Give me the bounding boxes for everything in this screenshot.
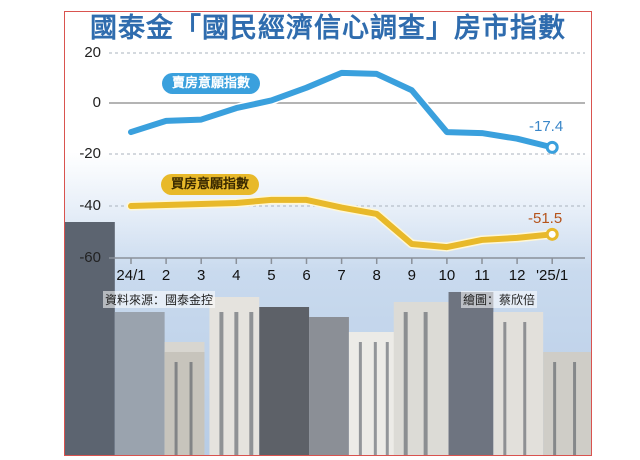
y-tick-label: -20 (79, 145, 101, 162)
x-tick-label: 2 (161, 267, 171, 284)
y-tick-label: 20 (84, 44, 101, 61)
line-chart (109, 52, 585, 264)
x-tick-label: 11 (474, 267, 490, 284)
y-tick-label: -40 (79, 197, 101, 214)
x-tick-label: 9 (407, 267, 416, 284)
infographic-frame: 國泰金「國民經濟信心調查」房市指數 20 0 -20 -40 -60 24/1 2… (64, 11, 592, 456)
x-tick-label: 10 (438, 267, 456, 284)
x-tick-label: 4 (232, 267, 241, 284)
buy-end-value: -51.5 (528, 210, 563, 227)
y-tick-label: 0 (92, 94, 101, 111)
source-note: 資料來源：國泰金控 (103, 291, 216, 308)
x-tick-label: 5 (267, 267, 276, 284)
x-tick-label: 7 (337, 267, 346, 284)
sell-end-marker (545, 140, 559, 154)
x-tick-label: 12 (508, 267, 526, 284)
y-tick-label: -60 (79, 249, 101, 266)
credit-note: 繪圖：蔡欣倍 (461, 291, 538, 308)
sell-index-line (128, 69, 556, 151)
buildings-background-image (65, 222, 591, 455)
sell-end-value: -17.4 (529, 118, 564, 135)
sell-index-legend-pill: 賣房意願指數 (162, 73, 261, 94)
buy-index-line (128, 196, 556, 251)
chart-title: 國泰金「國民經濟信心調查」房市指數 (90, 13, 566, 44)
x-tick-label: 8 (372, 267, 381, 284)
x-tick-label: 3 (197, 267, 206, 284)
buy-index-legend-pill: 買房意願指數 (161, 174, 260, 195)
x-tick-label: '25/1 (536, 267, 569, 284)
x-tick-label: 24/1 (116, 267, 146, 284)
buy-end-marker (545, 227, 559, 241)
x-tick-label: 6 (302, 267, 311, 284)
